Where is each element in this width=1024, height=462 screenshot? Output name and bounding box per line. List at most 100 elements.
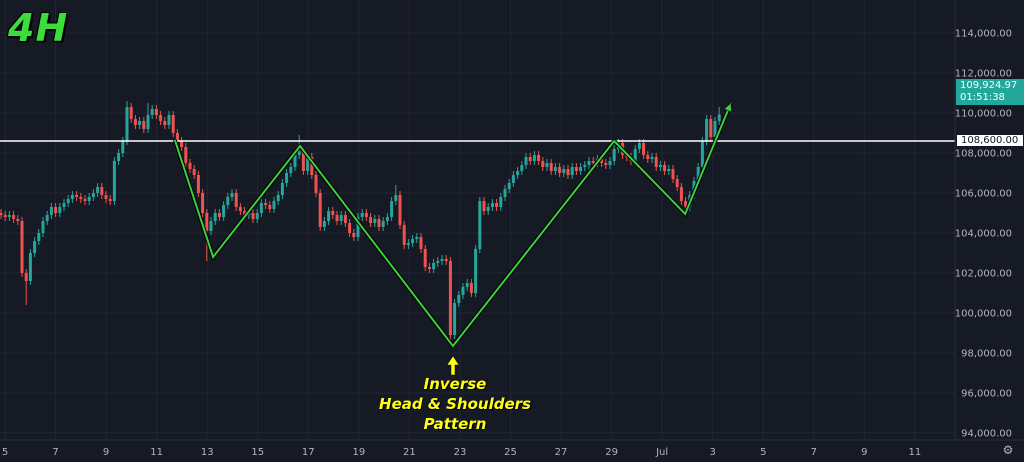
candle-body [175,133,179,141]
candle-body [222,205,226,217]
candle-body [230,193,234,197]
candle-body [87,197,91,201]
candle-body [587,161,591,165]
candle-body [381,221,385,227]
price-tick-label: 106,000.00 [955,189,1012,200]
candle-body [352,233,356,237]
candle-body [66,199,70,203]
candle-body [259,203,263,213]
candle-body [205,213,209,231]
candle-body [146,115,150,129]
time-axis[interactable]: 5 7 9 11 13 15 17 19 21 23 25 27 29 Jul 3 5 7 9 11 [2,447,921,458]
candle-body [3,215,7,217]
pattern-lines[interactable] [172,102,733,350]
candle-body [465,283,469,287]
candle-body [37,233,41,241]
candle-body [532,155,536,161]
candle-body [96,187,100,193]
candle-body [272,201,276,209]
candle-body [280,183,284,195]
candle-body [0,213,3,215]
price-tick-label: 98,000.00 [961,349,1012,360]
candle-body [348,223,352,233]
candle-body [112,161,116,201]
candle-body [524,157,528,165]
candle-body [667,169,671,171]
candle-body [612,149,616,161]
candle-body [356,217,360,237]
candle-body [570,167,574,175]
candle-body [62,203,66,207]
date-tick-label: 23 [454,447,467,458]
date-tick-label: 27 [555,447,568,458]
date-tick-label: 21 [403,447,416,458]
candle-body [448,261,452,335]
candle-body [608,161,612,165]
candle-body [20,221,24,273]
candle-body [574,167,578,171]
candle-body [306,157,310,171]
candle-body [150,109,154,115]
candle-body [12,215,16,219]
candle-body [411,239,415,243]
candle-body [663,165,667,171]
candle-body [163,121,167,125]
candle-body [558,167,562,173]
candle-body [633,149,637,161]
candle-body [507,183,511,189]
candle-body [591,161,595,163]
candle-body [243,211,247,215]
candle-body [159,115,163,121]
candle-body [213,213,217,221]
candle-body [49,207,53,215]
candle-body [705,119,709,141]
candle-body [579,167,583,171]
candle-body [268,205,272,209]
candle-body [679,187,683,201]
candle-body [322,221,326,227]
date-tick-label: 15 [251,447,264,458]
price-tick-label: 108,000.00 [955,149,1012,160]
price-tick-label: 102,000.00 [955,269,1012,280]
last-price-label: 109,924.97 01:51:38 [956,79,1024,105]
candle-body [604,163,608,165]
candle-body [490,203,494,207]
candle-body [457,295,461,303]
candle-body [541,161,545,167]
candle-body [520,165,524,171]
candle-body [255,213,259,219]
date-tick-label: 7 [52,447,58,458]
candle-body [28,253,32,281]
candle-body [658,165,662,167]
pattern-line [173,102,732,348]
candle-body [226,197,230,205]
candle-body [339,215,343,221]
candle-body [318,193,322,227]
date-tick-label: 9 [861,447,867,458]
candle-body [201,193,205,213]
candle-body [402,225,406,245]
candle-body [360,213,364,217]
candle-body [343,215,347,223]
candle-body [453,303,457,335]
date-tick-label: 13 [201,447,214,458]
candle-body [474,249,478,293]
candle-body [217,213,221,217]
price-axis[interactable]: 114,000.00 112,000.00 110,000.00 108,000.00… [955,29,1012,440]
gear-icon[interactable]: ⚙ [1002,443,1014,457]
candle-body [654,157,658,167]
candle-body [121,141,125,153]
candle-body [314,175,318,193]
candle-body [717,114,721,121]
candle-body [377,219,381,227]
price-tick-label: 114,000.00 [955,29,1012,40]
candle-body [696,167,700,181]
price-tick-label: 112,000.00 [955,69,1012,80]
date-tick-label: 9 [103,447,109,458]
candle-body [293,155,297,167]
level-price-label: 108,600.00 [956,134,1024,147]
price-tick-label: 100,000.00 [955,309,1012,320]
candle-body [91,193,95,197]
candle-body [180,141,184,147]
